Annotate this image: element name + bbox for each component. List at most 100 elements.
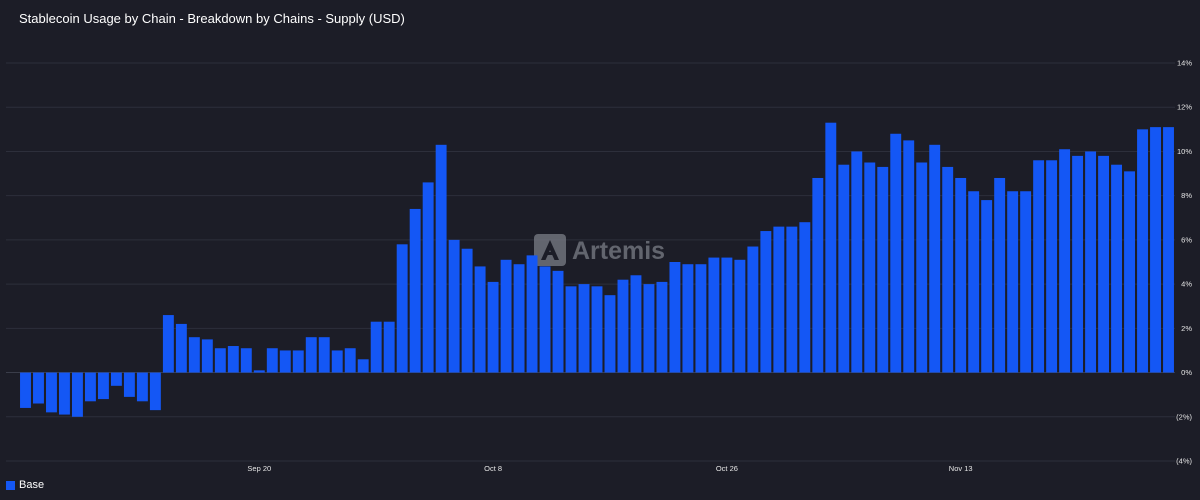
bar[interactable] <box>786 226 798 373</box>
bar[interactable] <box>188 337 200 373</box>
bar[interactable] <box>97 372 109 400</box>
bar[interactable] <box>877 166 889 373</box>
bar[interactable] <box>1137 129 1148 373</box>
bar[interactable] <box>838 164 850 373</box>
bar[interactable] <box>682 264 694 373</box>
x-axis-ticks: Sep 20 Oct 8 Oct 26 Nov 13 <box>247 464 972 473</box>
legend[interactable]: Base <box>6 479 44 491</box>
bar[interactable] <box>1124 171 1135 373</box>
bar[interactable] <box>929 144 941 373</box>
bar[interactable] <box>539 266 551 373</box>
bar[interactable] <box>136 372 148 402</box>
bar[interactable] <box>500 259 512 373</box>
bar[interactable] <box>71 372 83 417</box>
bar[interactable] <box>773 226 785 373</box>
bar[interactable] <box>214 348 226 373</box>
x-tick-label: Oct 26 <box>716 464 738 473</box>
bar[interactable] <box>435 144 447 373</box>
bar[interactable] <box>981 200 993 373</box>
y-axis-ticks: 14% 12% 10% 8% 6% 4% 2% 0% (2%) (4%) <box>1176 59 1192 466</box>
bar[interactable] <box>578 284 590 373</box>
bar[interactable] <box>474 266 486 373</box>
bar[interactable] <box>955 177 967 373</box>
bar[interactable] <box>565 286 577 373</box>
bar[interactable] <box>487 281 499 373</box>
bar[interactable] <box>357 359 369 373</box>
bar-series-base <box>20 122 1174 417</box>
bar[interactable] <box>409 208 421 373</box>
bar[interactable] <box>513 264 525 373</box>
bar[interactable] <box>825 122 837 373</box>
bar[interactable] <box>669 262 681 373</box>
y-tick-label: 14% <box>1177 59 1192 68</box>
bar[interactable] <box>396 244 408 373</box>
bar[interactable] <box>552 270 564 373</box>
watermark-text: Artemis <box>572 237 665 265</box>
bar[interactable] <box>812 177 824 373</box>
bar[interactable] <box>227 346 239 373</box>
bar[interactable] <box>708 257 720 373</box>
bar[interactable] <box>46 372 57 413</box>
artemis-logo-icon <box>534 234 566 266</box>
bar[interactable] <box>695 264 707 373</box>
bar[interactable] <box>201 339 213 373</box>
bar[interactable] <box>656 281 668 373</box>
bar[interactable] <box>292 350 304 373</box>
bar[interactable] <box>1007 191 1019 373</box>
bar[interactable] <box>1072 155 1084 373</box>
bar[interactable] <box>383 321 395 373</box>
bar[interactable] <box>344 348 356 373</box>
bar[interactable] <box>240 348 252 373</box>
bar[interactable] <box>110 372 122 386</box>
bar[interactable] <box>331 350 343 373</box>
bar[interactable] <box>305 337 317 373</box>
bar[interactable] <box>1150 127 1161 373</box>
bar[interactable] <box>1020 191 1032 373</box>
bar[interactable] <box>851 151 863 373</box>
bar[interactable] <box>1059 149 1071 373</box>
bar[interactable] <box>59 372 70 415</box>
bar[interactable] <box>747 246 759 373</box>
bar[interactable] <box>643 284 655 373</box>
bar[interactable] <box>422 182 434 373</box>
bar[interactable] <box>526 255 538 373</box>
bar[interactable] <box>760 231 772 373</box>
bar[interactable] <box>903 140 915 373</box>
y-tick-label: (4%) <box>1176 457 1192 466</box>
bar[interactable] <box>721 257 733 373</box>
bar[interactable] <box>799 222 811 373</box>
bar[interactable] <box>604 295 616 373</box>
bar[interactable] <box>149 372 161 411</box>
bar[interactable] <box>123 372 135 397</box>
bar[interactable] <box>1163 127 1174 373</box>
bar[interactable] <box>84 372 96 402</box>
bar[interactable] <box>890 133 902 373</box>
bar[interactable] <box>994 177 1006 373</box>
bar[interactable] <box>864 162 876 373</box>
bar[interactable] <box>630 275 642 373</box>
bar[interactable] <box>942 166 954 373</box>
bar[interactable] <box>916 162 928 373</box>
bar[interactable] <box>1085 151 1097 373</box>
bar[interactable] <box>1033 160 1045 373</box>
bar[interactable] <box>591 286 603 373</box>
bar[interactable] <box>253 370 265 373</box>
bar[interactable] <box>617 279 629 373</box>
bar[interactable] <box>734 259 746 373</box>
bar[interactable] <box>175 323 187 373</box>
bar[interactable] <box>33 372 44 404</box>
bar[interactable] <box>279 350 291 373</box>
legend-swatch <box>6 480 15 490</box>
bar[interactable] <box>370 321 382 373</box>
y-tick-label: 6% <box>1181 235 1192 244</box>
bar[interactable] <box>448 239 460 373</box>
bar[interactable] <box>318 337 330 373</box>
bar[interactable] <box>1046 160 1058 373</box>
bar[interactable] <box>1098 155 1110 373</box>
bar[interactable] <box>968 191 980 373</box>
bar[interactable] <box>461 248 473 373</box>
bar[interactable] <box>162 315 174 373</box>
bar[interactable] <box>266 348 278 373</box>
bar[interactable] <box>20 372 31 408</box>
bar[interactable] <box>1111 164 1123 373</box>
